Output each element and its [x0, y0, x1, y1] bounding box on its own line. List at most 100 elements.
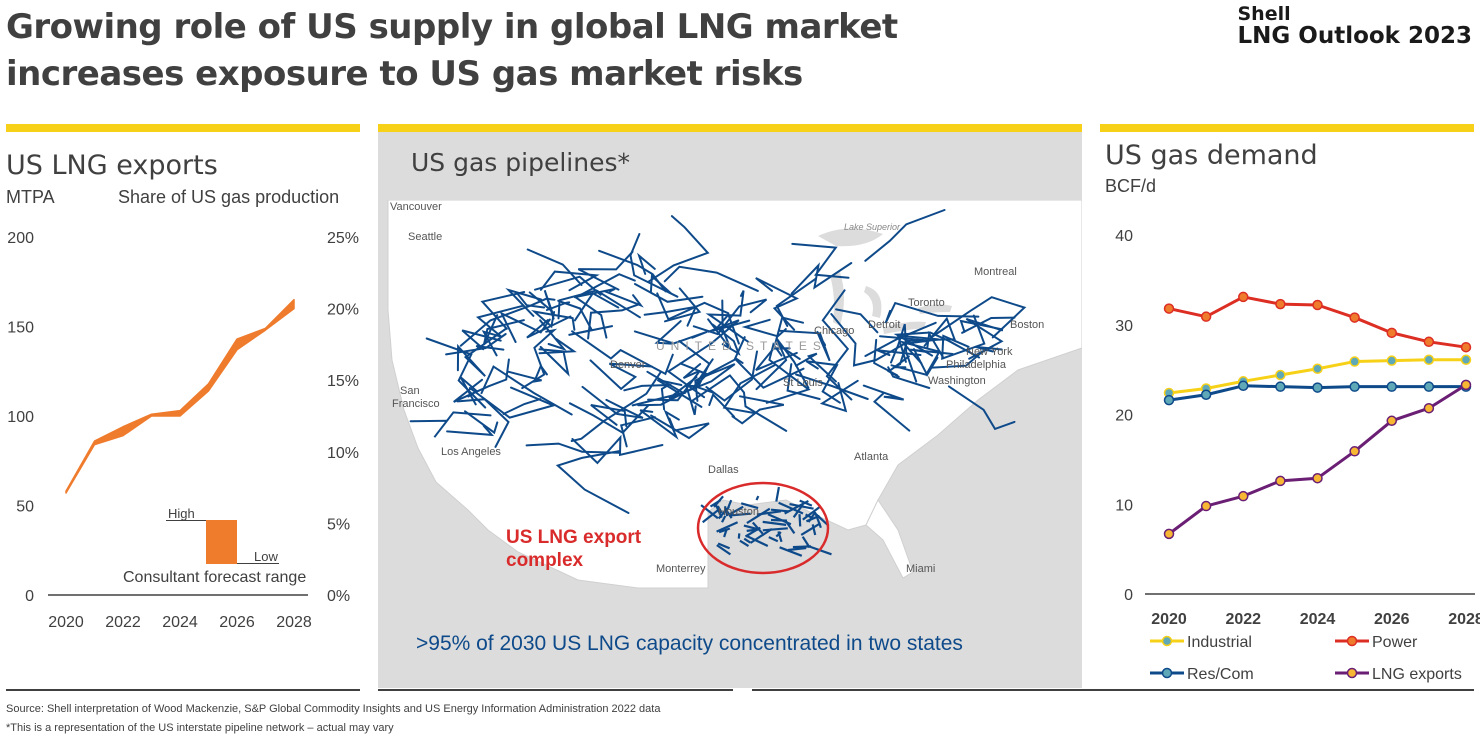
pipeline-segment [775, 486, 780, 502]
pipeline-segment [746, 528, 759, 532]
x-tick-label: 2022 [1225, 611, 1261, 628]
x-tick-label: 2020 [1151, 611, 1187, 628]
pipeline-segment [656, 378, 703, 408]
pipeline-segment [629, 233, 679, 298]
legend-marker-res-com [1161, 667, 1173, 679]
pipeline-segment [799, 499, 813, 507]
lng-export-range-band [65, 298, 295, 494]
pipeline-segment [663, 265, 759, 292]
forecast-range-swatch [206, 520, 237, 564]
pipeline-segment [787, 546, 807, 552]
pipeline-segment [779, 546, 803, 557]
y-tick-label: 100 [7, 409, 34, 426]
data-point-industrial [1423, 354, 1435, 366]
pipeline-segment [717, 542, 731, 550]
y-tick-label: 0 [1124, 587, 1133, 604]
legend-label-lng-exports: LNG exports [1372, 666, 1462, 683]
data-point-lng-exports [1460, 379, 1472, 391]
pipeline-segment [718, 527, 731, 534]
pipeline-segment [830, 313, 905, 367]
pipeline-segment [568, 402, 649, 434]
forecast-high-label: High [168, 506, 195, 521]
data-point-res-com [1423, 381, 1435, 392]
pipeline-segment [456, 398, 510, 448]
pipeline-segment [755, 495, 760, 501]
pipeline-segment [762, 527, 788, 532]
x-tick-label: 2024 [162, 614, 198, 631]
data-point-res-com [1238, 380, 1249, 392]
city-label-montreal: Montreal [974, 266, 1017, 278]
forecast-range-label: Consultant forecast range [123, 569, 307, 586]
gulf-coast-pipeline-cluster [700, 486, 832, 557]
y2-tick-label: 0% [327, 588, 350, 605]
data-point-power [1349, 312, 1360, 323]
pipeline-segment [749, 527, 773, 544]
pipeline-segment [691, 374, 788, 432]
data-point-power [1423, 336, 1435, 348]
pipeline-segment [577, 250, 634, 291]
pipeline-segment [789, 503, 814, 510]
lake-huron-water [864, 286, 882, 318]
pipeline-segment [647, 369, 709, 402]
pipeline-segment [528, 289, 555, 320]
data-point-power [1238, 291, 1249, 303]
pipeline-segment [705, 350, 758, 402]
pipeline-segment [716, 505, 723, 514]
gas-demand-unit: BCF/d [1105, 176, 1157, 196]
y2-tick-label: 25% [327, 230, 359, 247]
pipeline-segment [795, 373, 869, 400]
pipeline-segment [637, 252, 656, 275]
pipeline-segment [768, 536, 779, 543]
city-label-washington: Washington [928, 375, 986, 387]
pipeline-segment [821, 289, 853, 401]
title-line-1: Growing role of US supply in global LNG … [6, 7, 898, 47]
pipeline-segment [965, 317, 1004, 360]
pipeline-segment [716, 521, 739, 533]
data-point-industrial [1386, 355, 1397, 366]
data-point-lng-exports [1386, 415, 1397, 427]
data-point-lng-exports [1238, 490, 1249, 502]
pipeline-segment [643, 305, 698, 327]
pipeline-segment [539, 270, 600, 292]
pipeline-segment [446, 424, 495, 437]
pipeline-segment [480, 291, 526, 330]
map-footer-statement: >95% of 2030 US LNG capacity concentrate… [416, 632, 963, 655]
lng-exports-chart: 0 50 100 150 200 0% 5% 10% 15% 20% 25% 2020 2022 2024… [7, 230, 359, 631]
y-tick-label: 10 [1115, 497, 1133, 514]
pipeline-segment [777, 329, 831, 362]
city-label-houston: Houston [718, 506, 759, 518]
lng-export-complex-label-line-1: US LNG export [506, 527, 642, 548]
pipeline-segment [459, 376, 479, 406]
y-tick-label: 30 [1115, 318, 1133, 335]
pipeline-segment [775, 277, 817, 327]
legend-marker-industrial [1161, 635, 1173, 647]
pipeline-segment [775, 531, 782, 538]
pipeline-segment [525, 442, 621, 454]
legend-label-power: Power [1372, 634, 1418, 651]
city-label-atlanta: Atlanta [854, 451, 889, 463]
y-tick-label: 50 [16, 499, 34, 516]
pipeline-segment [555, 450, 630, 514]
pipeline-segment [721, 515, 727, 523]
pipeline-segment [603, 290, 644, 308]
florida-land [865, 498, 914, 579]
gas-demand-chart: 0 10 20 30 40 2020 2022 2024 2026 2028 Industrial P… [1115, 228, 1480, 683]
data-point-lng-exports [1423, 402, 1435, 414]
y-tick-label: 20 [1115, 408, 1133, 425]
city-label-vancouver: Vancouver [390, 201, 442, 213]
pipeline-segment [539, 319, 567, 352]
legend-label-res-com: Res/Com [1187, 666, 1254, 683]
lake-superior-water [818, 228, 883, 247]
lng-exports-unit-left: MTPA [6, 187, 55, 207]
forecast-high-leader [166, 520, 206, 521]
y2-tick-label: 20% [327, 302, 359, 319]
x-tick-label: 2020 [48, 614, 84, 631]
pipeline-segment [800, 522, 822, 536]
city-label-toronto: Toronto [908, 297, 945, 309]
lake-michigan-water [830, 272, 844, 326]
pipeline-segment [480, 365, 573, 416]
data-point-power [1386, 327, 1397, 339]
footer-rule-right [752, 689, 1474, 691]
pipeline-segment [590, 404, 628, 428]
pipeline-segment [707, 299, 732, 350]
